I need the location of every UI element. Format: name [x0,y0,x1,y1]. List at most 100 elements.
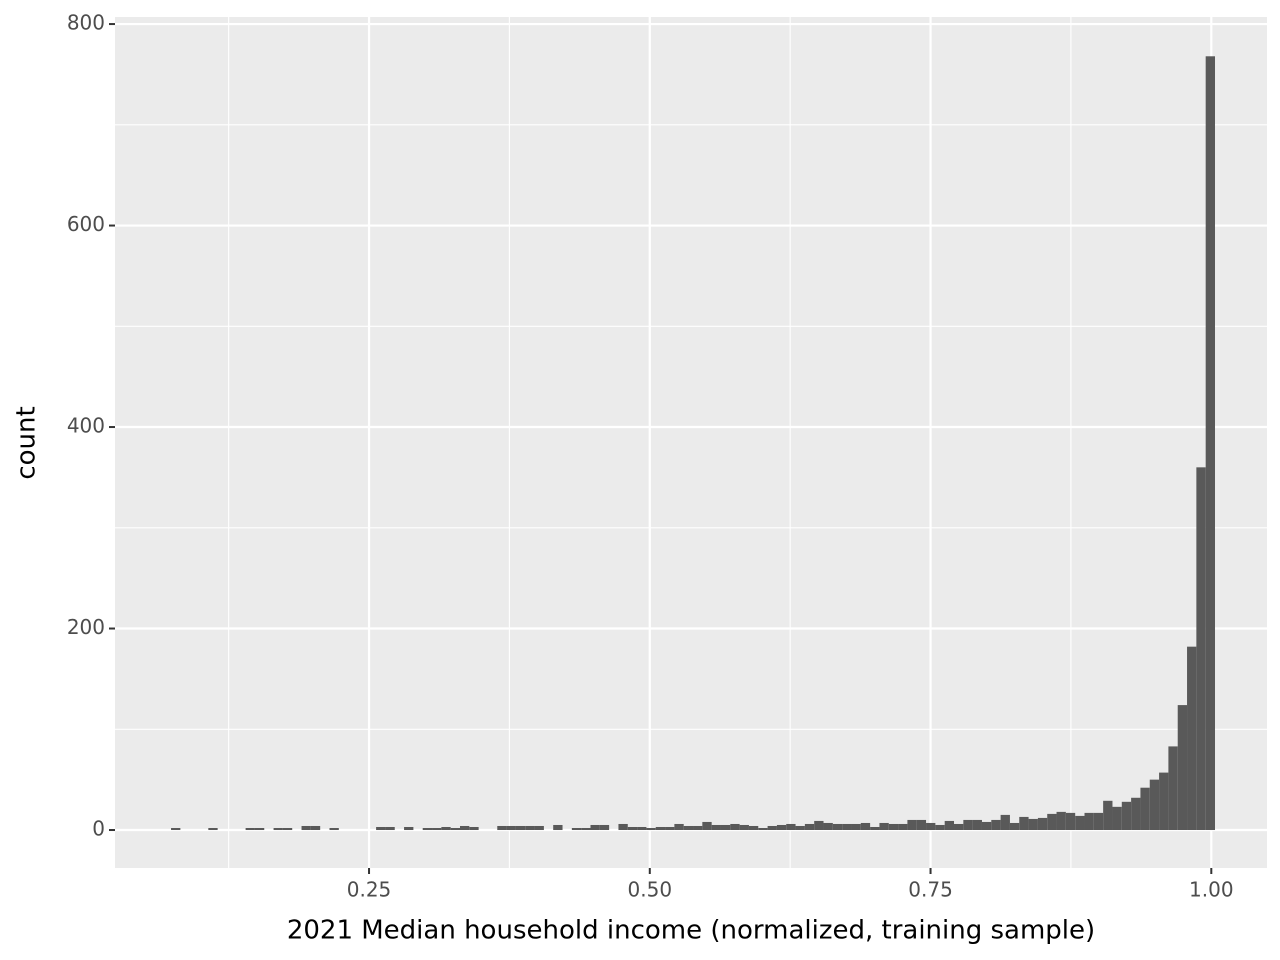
bar [581,828,591,831]
x-tick-label: 1.00 [1189,878,1234,902]
bar [1112,806,1122,831]
bar [795,825,805,831]
bar [851,823,861,831]
bar [599,824,610,831]
bar [245,828,255,831]
y-tick-label: 0 [92,817,105,841]
bar [459,825,470,831]
bar [842,823,852,831]
bar [1196,467,1206,831]
bar [1140,787,1150,831]
bar [655,826,666,831]
bar [926,822,936,831]
bar [991,819,1001,831]
bar [767,825,777,831]
bar [898,823,908,831]
bar [1205,56,1216,831]
bar [618,823,628,831]
bar [981,821,992,831]
bar [665,826,675,831]
bar [711,824,721,831]
bar [963,819,973,831]
x-tick-label: 0.25 [347,878,392,902]
bar [553,824,563,831]
bar [1131,797,1141,831]
x-tick-label: 0.50 [628,878,673,902]
bar [171,828,181,831]
bar [208,828,218,831]
bar [748,825,759,831]
bar [739,824,749,831]
bar [637,826,647,831]
bar [1103,800,1113,831]
bar [404,826,414,831]
bar [1056,811,1066,831]
bar [1000,814,1010,831]
bar [814,820,824,831]
bar [646,828,656,831]
bar [944,820,955,831]
bar [525,825,535,831]
y-tick-label: 200 [67,615,105,639]
bar [702,821,712,831]
bar [1187,646,1197,831]
bar [590,824,600,831]
bar [1149,779,1160,831]
bar [571,828,582,831]
bar [776,824,787,831]
bar [907,819,917,831]
y-tick-label: 800 [67,11,105,35]
bar [823,822,833,831]
bar [935,824,945,831]
bar [1037,817,1048,831]
bar [376,826,386,831]
bar [515,825,526,831]
bar [441,826,451,831]
bar [1009,822,1020,831]
bar [804,823,815,831]
bar [469,826,479,831]
bar [627,826,638,831]
bar [301,825,311,831]
bar [497,825,507,831]
bar [1065,812,1076,831]
bar [1047,813,1057,831]
bar [1093,812,1104,831]
bar [432,828,442,831]
bar [1177,705,1188,831]
bar [693,825,703,831]
bar [860,822,871,831]
bar [972,819,982,831]
x-tick-label: 0.75 [908,878,953,902]
bar [888,823,899,831]
bar [916,819,927,831]
bar [870,826,880,831]
bar [730,823,740,831]
bar [683,825,694,831]
plot-panel [115,17,1267,868]
bar [273,828,283,831]
bar [720,824,731,831]
bar [954,823,964,831]
bar [786,823,796,831]
bar [674,823,684,831]
bar [879,822,889,831]
bar [422,828,433,831]
bar [1075,815,1085,831]
x-axis-title: 2021 Median household income (normalized… [287,916,1095,946]
bar [329,828,339,831]
bar [385,826,395,831]
bar [534,825,544,831]
bar [1168,746,1178,831]
bar [1121,801,1132,831]
bar [1159,772,1169,831]
bar [758,828,768,831]
bar [506,825,516,831]
bar [1084,812,1094,831]
bar [254,828,265,831]
y-tick-label: 600 [67,212,105,236]
bar [282,828,293,831]
bar [1028,818,1038,831]
bar [832,823,843,831]
